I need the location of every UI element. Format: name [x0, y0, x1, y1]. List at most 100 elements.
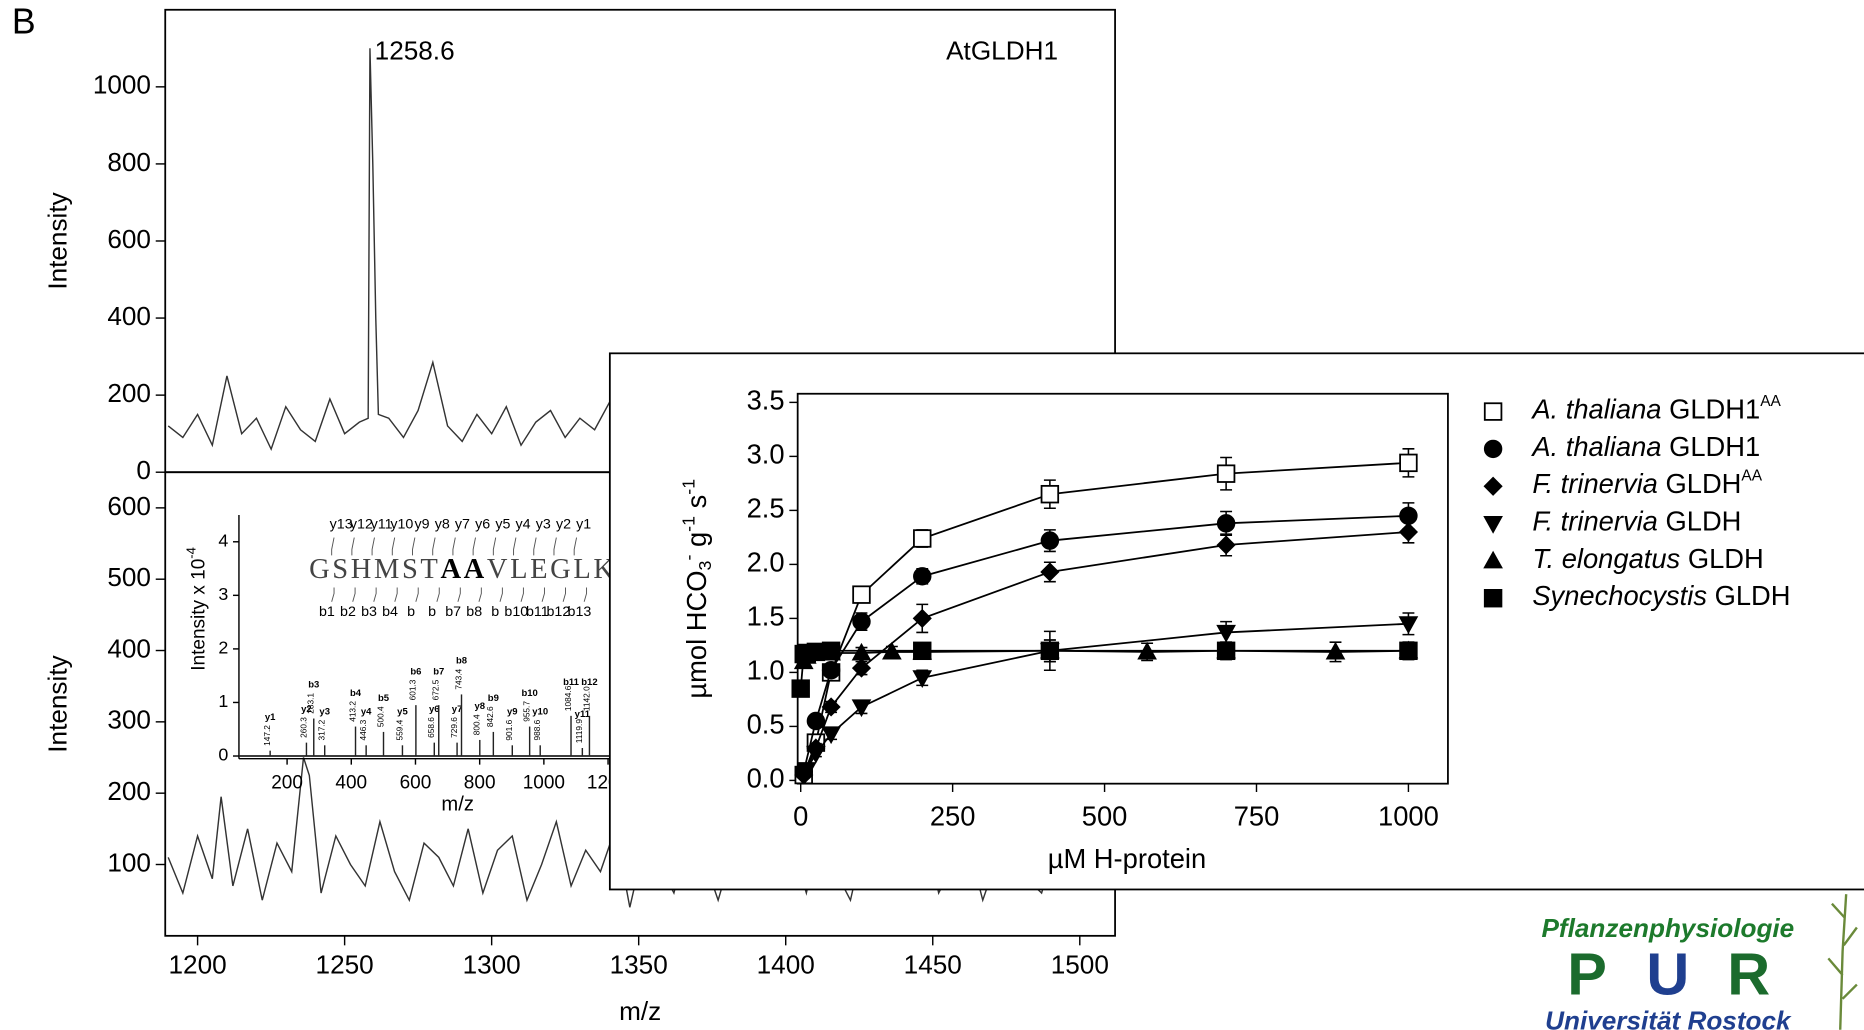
logo-letter: P [1567, 940, 1607, 1007]
y-tick-label: 0 [136, 455, 151, 485]
y-tick-label: 0.0 [747, 763, 785, 794]
y-ion-label: y7 [455, 516, 470, 532]
peak-mz-label: 317.2 [317, 719, 327, 740]
b-ion-label: b11 [526, 604, 549, 620]
marker [851, 699, 872, 718]
marker [1399, 453, 1418, 473]
peak-ion-label: b6 [410, 666, 421, 677]
y-axis-label: Intensity [42, 191, 72, 289]
x-tick-label: 1350 [610, 950, 668, 980]
ion-bracket [478, 587, 482, 602]
legend-species: A. thaliana [1530, 394, 1661, 425]
y-ion-label: y10 [390, 516, 413, 532]
x-tick-label: 1500 [1051, 950, 1109, 980]
legend-label: A. thaliana GLDH1 [1530, 431, 1760, 462]
legend-species: F. trinervia [1532, 468, 1658, 499]
ion-bracket [412, 537, 416, 556]
b-ion-label: b [407, 604, 415, 620]
y-tick-label: 1 [218, 691, 228, 711]
y-axis-label-part: Intensity x 10 [189, 559, 210, 671]
ion-bracket [371, 537, 375, 556]
kinetics-chart: 0.0 0.5 1.0 1.5 2.0 2.5 3.0 3.5 0 250 500 750 1000 µM… [678, 385, 1790, 875]
ion-bracket [415, 587, 419, 602]
x-axis-label: m/z [619, 996, 661, 1026]
marker [791, 679, 810, 698]
legend-name: GLDH [1665, 468, 1741, 499]
x-tick-label: 250 [930, 800, 976, 831]
marker [912, 608, 932, 628]
peak-mz-label: 500.4 [375, 706, 385, 727]
peak-mz-label: 672.5 [431, 679, 441, 700]
b-ion-label: b12 [546, 604, 570, 620]
ion-bracket [553, 537, 557, 556]
marker [1040, 562, 1060, 582]
sequence-part: VLEGLK [487, 553, 617, 584]
y-tick-label: 1000 [93, 70, 151, 100]
legend-name: GLDH1 [1669, 394, 1760, 425]
x-tick-label: 1250 [316, 950, 374, 980]
y-tick-label: 1.0 [747, 655, 785, 686]
x-tick-label: 750 [1234, 800, 1280, 831]
y-ion-label: y12 [350, 516, 373, 532]
y-tick-label: 0.5 [747, 709, 785, 740]
marker [1040, 531, 1060, 550]
legend-sup: AA [1741, 468, 1762, 485]
legend-species: T. elongatus [1532, 543, 1680, 574]
marker [1216, 641, 1236, 661]
legend-space [1658, 506, 1666, 537]
x-tick-label: 400 [335, 773, 367, 794]
peak-mz-label: 147.2 [262, 725, 272, 746]
ion-bracket [457, 587, 461, 602]
x-tick-label: 1000 [1378, 800, 1439, 831]
x-tick-label: 600 [400, 773, 432, 794]
peak-ion-label: y5 [397, 707, 408, 718]
x-tick-label: 1200 [169, 950, 227, 980]
y-tick-label: 4 [218, 530, 228, 550]
y-ion-label: y6 [475, 516, 490, 532]
peak-mz-label: 658.6 [426, 717, 436, 738]
peak-ion-label: b10 [521, 688, 537, 699]
ion-bracket [541, 587, 545, 602]
y-axis-label: Intensity x 10-4 [184, 547, 210, 671]
y-ion-label: y3 [536, 516, 551, 532]
y-axis-label-sup: -4 [184, 547, 199, 559]
peak-ion-label: b8 [456, 656, 467, 667]
marker [852, 612, 871, 631]
b-ion-label: b1 [319, 604, 335, 620]
peak-mz-label: 260.3 [298, 717, 308, 738]
peak-mz-label: 601.3 [408, 679, 418, 700]
b-ion-label: b13 [568, 604, 592, 620]
legend-label: F. trinervia GLDH [1532, 506, 1741, 537]
plant-drawing [1827, 894, 1858, 1030]
x-tick-label: 800 [464, 773, 496, 794]
y-ion-label: y9 [414, 516, 429, 532]
y-tick-label: 1.5 [747, 601, 785, 632]
peak-mz-label: 1084.6 [563, 685, 573, 711]
y-tick-label: 500 [107, 562, 151, 592]
b-ion-label: b10 [504, 604, 528, 620]
marker [1483, 550, 1503, 569]
peak-ion-label: b3 [308, 680, 319, 691]
peak-ion-label: b9 [488, 693, 499, 704]
y-ion-label: y8 [435, 516, 450, 532]
y-tick-label: 600 [107, 224, 151, 254]
y-tick-label: 2 [218, 638, 228, 658]
legend-space [1658, 468, 1666, 499]
ion-bracket [352, 587, 356, 602]
b-ion-label: b [491, 604, 499, 620]
ion-bracket [436, 587, 440, 602]
peak-ion-label: y9 [507, 707, 518, 718]
kinetics-panel [608, 352, 1864, 891]
peak-ion-label: y6 [429, 704, 440, 715]
peak-mz-label: 743.4 [453, 668, 463, 689]
x-tick-label: 1000 [523, 773, 565, 794]
ion-bracket [492, 537, 497, 556]
peak-mz-label: 283.1 [306, 693, 316, 714]
x-tick-label: 1300 [463, 950, 521, 980]
b-ion-label: b2 [340, 604, 356, 620]
y-ion-label: y2 [556, 516, 571, 532]
peak-ion-label: y11 [575, 709, 591, 720]
logo-letter: R [1727, 940, 1770, 1007]
peak-annotation: 1258.6 [375, 35, 455, 65]
